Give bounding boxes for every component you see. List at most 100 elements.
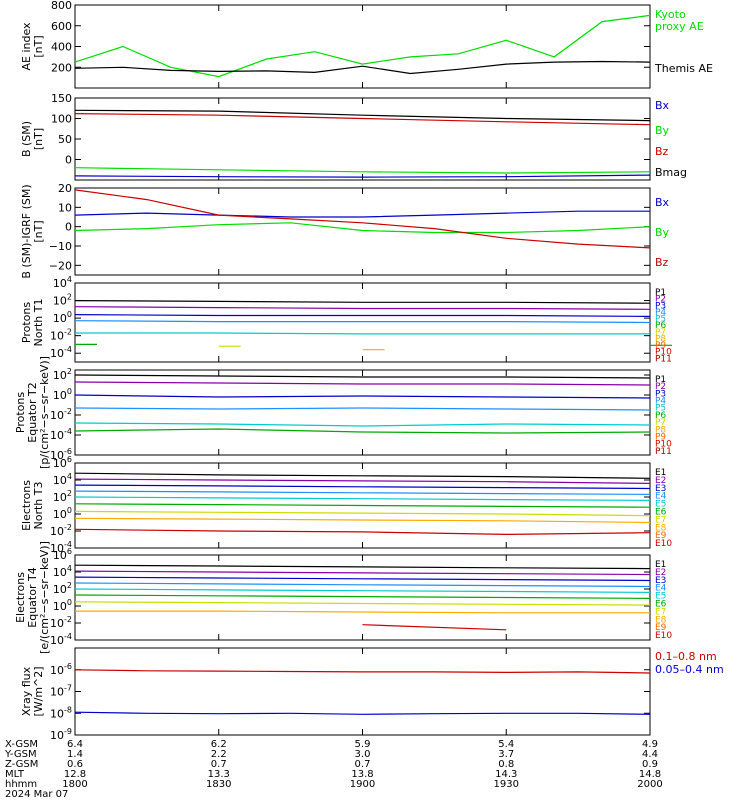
- legend-label: P9: [655, 432, 666, 442]
- legend-label: P1: [655, 288, 666, 298]
- x-row-value: 1.4: [67, 749, 83, 760]
- y-tick-label: 100: [51, 113, 72, 126]
- y-tick-label: 10-6: [50, 662, 72, 677]
- panel-frame: [74, 647, 651, 736]
- x-row-value: 5.9: [355, 739, 371, 750]
- y-tick-label: 0: [65, 154, 72, 167]
- y-tick-label: 200: [51, 61, 72, 74]
- legend-label: P11: [655, 447, 672, 457]
- y-tick-label: 0: [65, 221, 72, 234]
- series-line: [74, 564, 651, 570]
- y-tick-label: 10-6: [50, 447, 72, 462]
- y-tick-label: 10-2: [50, 407, 72, 422]
- series-line: [75, 610, 650, 614]
- series-line: [74, 472, 651, 479]
- series-line: [74, 588, 651, 594]
- panel-ae: 200 400 600 800 AE index[nT] Kyoto proxy AE The…: [20, 0, 713, 89]
- series-line: [362, 624, 507, 631]
- legend-label: P7: [655, 418, 666, 428]
- y-tick-label: 102: [53, 293, 72, 308]
- series-line: [74, 594, 651, 600]
- series-line: [74, 113, 651, 126]
- y-tick-label: 10-2: [50, 615, 72, 630]
- series-line: [74, 484, 651, 490]
- legend-label: P10: [655, 348, 672, 358]
- y-tick-label: 800: [51, 0, 72, 12]
- legend-label: By: [655, 226, 670, 239]
- series-line: [74, 314, 651, 317]
- y-tick-label: 104: [53, 472, 72, 487]
- series-line: [74, 222, 651, 234]
- series-line: [75, 332, 650, 335]
- legend-label: Bz: [655, 145, 669, 158]
- legend-label: P5: [655, 315, 666, 325]
- legend-label: P6: [655, 321, 666, 331]
- y-tick-label: 10: [58, 201, 72, 214]
- series-line: [74, 174, 651, 178]
- legend-label: E8: [655, 615, 667, 625]
- panel-bsm: 0 50 100 150 B (SM)[nT] Bx By Bz Bmag: [20, 92, 687, 181]
- series-line: [74, 407, 651, 411]
- x-row-value: 4.4: [642, 749, 658, 760]
- y-tick-label: 102: [53, 367, 72, 382]
- legend-label: P9: [655, 341, 666, 351]
- y-tick-label: 104: [53, 564, 72, 579]
- legend-label: P3: [655, 389, 666, 399]
- legend-label: P8: [655, 334, 666, 344]
- x-row-value: 0.7: [355, 759, 371, 770]
- x-row-label: Z-GSM: [5, 759, 38, 770]
- y-axis-label: ElectronsNorth T3: [20, 480, 45, 531]
- x-row-value: 5.4: [498, 739, 514, 750]
- legend-label: P2: [655, 382, 666, 392]
- y-tick-label: 100: [53, 387, 72, 402]
- legend-label: E9: [655, 531, 667, 541]
- legend-label: 0.1–0.8 nm: [655, 650, 717, 663]
- legend-label: P3: [655, 301, 666, 311]
- y-tick-label: −10: [49, 240, 72, 253]
- x-row-value: 6.4: [67, 739, 83, 750]
- y-tick-label: 10-4: [50, 632, 72, 647]
- y-tick-label: 10-7: [50, 684, 72, 699]
- x-row-value: 4.9: [642, 739, 658, 750]
- legend-label: E6: [655, 508, 667, 518]
- x-row-value: 1800: [62, 779, 87, 790]
- x-row-value: 3.0: [355, 749, 371, 760]
- series-line: [74, 601, 651, 606]
- legend-label: Bz: [655, 256, 669, 269]
- y-tick-label: 106: [53, 547, 72, 562]
- series-line: [74, 528, 651, 536]
- x-row-value: 13.8: [351, 769, 373, 780]
- y-axis-label: B (SM)[nT]: [20, 121, 45, 157]
- legend-label: E5: [655, 500, 666, 510]
- y-tick-label: 100: [53, 310, 72, 325]
- series-line: [74, 576, 651, 582]
- series-line: [74, 109, 651, 122]
- legend-label: P6: [655, 411, 666, 421]
- series-line: [74, 517, 651, 524]
- x-row-value: 2.2: [211, 749, 227, 760]
- legend-label: By: [655, 124, 670, 137]
- legend-label: E10: [655, 539, 672, 549]
- x-row-value: 0.9: [642, 759, 658, 770]
- series-line: [74, 189, 651, 249]
- x-row-value: 2000: [637, 779, 662, 790]
- legend-label: P4: [655, 308, 666, 318]
- y-tick-label: 102: [53, 581, 72, 596]
- legend-label: Kyoto proxy AE: [655, 8, 704, 33]
- x-row-value: 14.8: [639, 769, 661, 780]
- legend-label: P5: [655, 404, 666, 414]
- x-row-label: X-GSM: [5, 739, 38, 750]
- legend-label: E1: [655, 468, 666, 478]
- legend-label: Bx: [655, 99, 670, 112]
- series-line: [74, 490, 651, 495]
- panel-bigrf: −20 −10 0 10 20 B (SM)-IGRF (SM)[nT] Bx By Bz: [20, 182, 670, 279]
- legend-label: E2: [655, 568, 666, 578]
- legend-label: E7: [655, 607, 666, 617]
- y-tick-label: 102: [53, 489, 72, 504]
- legend-label: P7: [655, 328, 666, 338]
- legend-label: P4: [655, 397, 666, 407]
- series-line: [74, 582, 651, 588]
- y-tick-label: 10-2: [50, 523, 72, 538]
